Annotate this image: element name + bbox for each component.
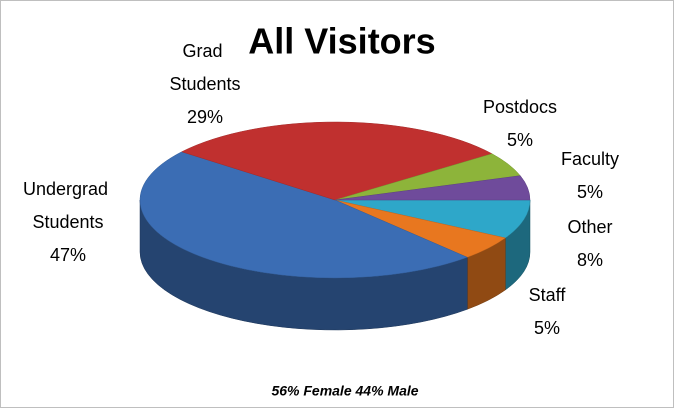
value-label: 8%: [577, 250, 603, 270]
value-label: 47%: [50, 245, 86, 265]
slice: [334, 199, 531, 239]
value-label: 29%: [187, 107, 223, 127]
slice-label: Undergrad Students: [23, 179, 113, 232]
chart-title: All Visitors: [248, 21, 435, 62]
slice-label: Other: [567, 217, 612, 237]
value-label: 5%: [507, 130, 533, 150]
value-label: 5%: [577, 182, 603, 202]
slice-label: Staff: [529, 285, 567, 305]
slice: [181, 121, 493, 201]
slice: [334, 175, 531, 201]
pie: [139, 121, 531, 331]
slice: [139, 151, 468, 279]
annotation: 56% Female 44% Male: [271, 383, 418, 399]
slice-label: Faculty: [561, 149, 619, 169]
slice-label: Postdocs: [483, 97, 557, 117]
value-label: 5%: [534, 318, 560, 338]
slice-label: Grad Students: [169, 41, 240, 94]
